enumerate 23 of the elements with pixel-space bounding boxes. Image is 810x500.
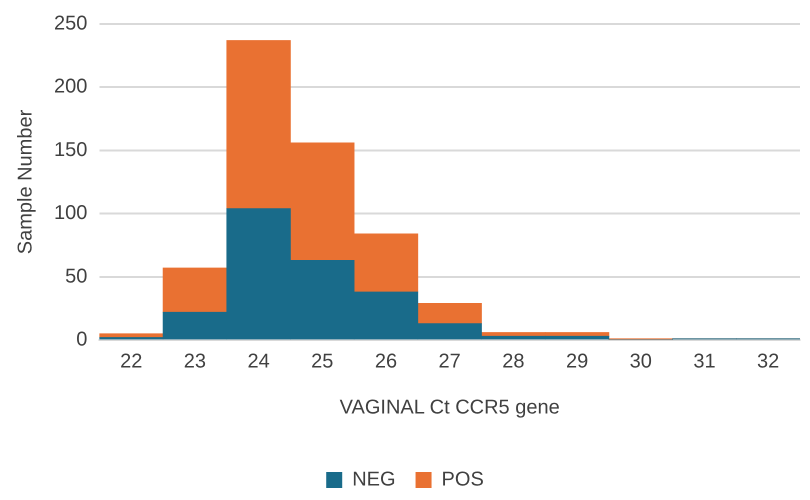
x-tick-label: 29 xyxy=(566,350,588,373)
x-tick-label: 27 xyxy=(438,350,461,373)
x-tick-label: 32 xyxy=(757,350,780,373)
y-tick-label: 50 xyxy=(65,265,88,288)
x-tick-label: 23 xyxy=(184,350,206,373)
bar xyxy=(418,303,482,324)
x-tick-label: 26 xyxy=(374,350,398,373)
x-axis-title: VAGINAL Ct CCR5 gene xyxy=(340,396,560,419)
x-tick-label: 25 xyxy=(311,350,334,373)
legend-label: POS xyxy=(442,468,484,491)
x-tick-label: 31 xyxy=(693,350,716,373)
x-tick-label: 28 xyxy=(502,350,525,373)
bar xyxy=(162,268,228,313)
y-tick-label: 100 xyxy=(54,202,88,224)
y-tick-label: 200 xyxy=(54,76,88,98)
y-axis-title: Sample Number xyxy=(14,109,37,254)
x-tick-label: 22 xyxy=(120,350,142,373)
y-tick-label: 150 xyxy=(54,138,88,161)
x-tick-label: 30 xyxy=(630,350,652,373)
y-tick-label: 0 xyxy=(76,328,88,351)
legend-label: NEG xyxy=(352,468,396,491)
y-tick-label: 250 xyxy=(54,12,88,35)
x-tick-label: 24 xyxy=(247,350,270,373)
